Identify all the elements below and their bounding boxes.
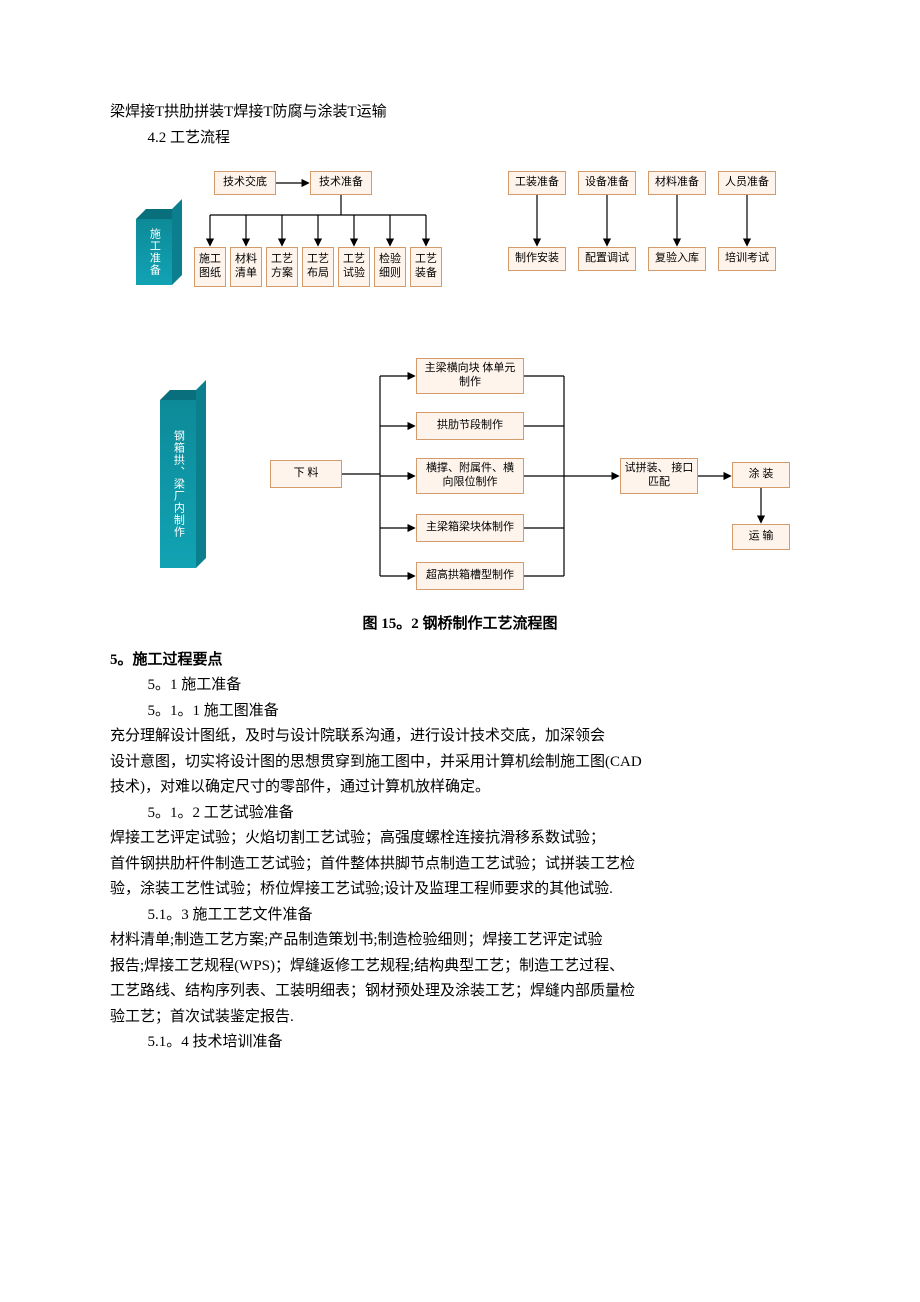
diagram-1: 施工准备 技术交底 技术准备 施工 图纸 材料 清单 工艺 方案 工艺 布局 工… [120, 167, 800, 322]
box-trial: 试拼装、 接口匹配 [620, 458, 698, 494]
bottom-0: 施工 图纸 [194, 247, 226, 287]
diagram-2: 钢箱拱、梁厂内制作 下 料 主梁横向块 体单元制作 拱肋节段制作 横撑、附属件、… [120, 358, 800, 608]
bottom-6: 工艺 装备 [410, 247, 442, 287]
p-5-1-2: 焊接工艺评定试验；火焰切割工艺试验；高强度螺栓连接抗滑移系数试验； 首件钢拱肋杆… [110, 826, 810, 903]
top-line: 梁焊接T拱肋拼装T焊接T防腐与涂装T运输 [110, 100, 810, 126]
box-top-left: 技术交底 [214, 171, 276, 195]
sec-5-1: 5。1 施工准备 [110, 673, 810, 699]
mid-1: 拱肋节段制作 [416, 412, 524, 440]
right-top-3: 人员准备 [718, 171, 776, 195]
mid-3: 主梁箱梁块体制作 [416, 514, 524, 542]
right-bot-2: 复验入库 [648, 247, 706, 271]
cube-factory-make: 钢箱拱、梁厂内制作 [160, 400, 196, 568]
box-top-right: 技术准备 [310, 171, 372, 195]
right-bot-3: 培训考试 [718, 247, 776, 271]
p-5-1-1: 充分理解设计图纸，及时与设计院联系沟通，进行设计技术交底，加深领会 设计意图，切… [110, 724, 810, 801]
sec-5: 5。施工过程要点 [110, 648, 810, 674]
bottom-4: 工艺 试验 [338, 247, 370, 287]
bottom-5: 检验 细则 [374, 247, 406, 287]
box-start: 下 料 [270, 460, 342, 488]
right-top-2: 材料准备 [648, 171, 706, 195]
right-top-1: 设备准备 [578, 171, 636, 195]
box-paint: 涂 装 [732, 462, 790, 488]
cube-construction-prep: 施工准备 [136, 219, 172, 285]
sec-4-2: 4.2 工艺流程 [110, 126, 810, 152]
bottom-3: 工艺 布局 [302, 247, 334, 287]
p-5-1-3: 材料清单;制造工艺方案;产品制造策划书;制造检验细则；焊接工艺评定试验 报告;焊… [110, 928, 810, 1030]
mid-2: 横撑、附属件、横 向限位制作 [416, 458, 524, 494]
right-bot-0: 制作安装 [508, 247, 566, 271]
sec-5-1-1: 5。1。1 施工图准备 [110, 699, 810, 725]
bottom-1: 材料 清单 [230, 247, 262, 287]
sec-5-1-3: 5.1。3 施工工艺文件准备 [110, 903, 810, 929]
sec-5-1-4: 5.1。4 技术培训准备 [110, 1030, 810, 1056]
sec-5-1-2: 5。1。2 工艺试验准备 [110, 801, 810, 827]
bottom-2: 工艺 方案 [266, 247, 298, 287]
right-top-0: 工装准备 [508, 171, 566, 195]
right-bot-1: 配置调试 [578, 247, 636, 271]
mid-0: 主梁横向块 体单元制作 [416, 358, 524, 394]
mid-4: 超高拱箱槽型制作 [416, 562, 524, 590]
figure-caption: 图 15。2 钢桥制作工艺流程图 [110, 612, 810, 638]
box-trans: 运 输 [732, 524, 790, 550]
